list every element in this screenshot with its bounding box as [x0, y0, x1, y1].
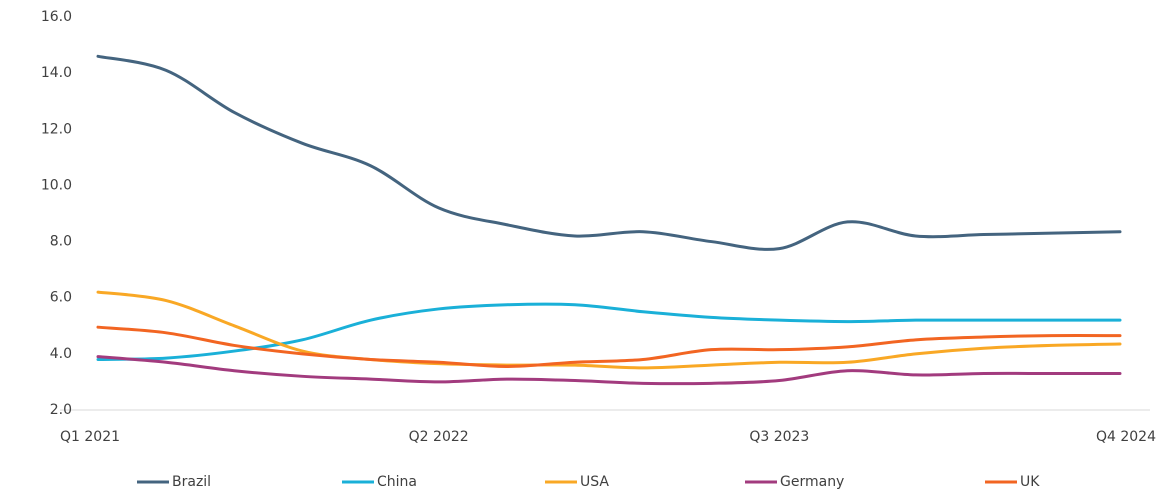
y-tick-label: 6.0 [50, 290, 72, 306]
legend-label: Brazil [172, 474, 211, 490]
y-tick-label: 4.0 [50, 346, 72, 362]
legend-label: UK [1020, 474, 1040, 490]
y-tick-label: 2.0 [50, 402, 72, 418]
series-line [96, 325, 1122, 368]
y-tick-label: 8.0 [50, 234, 72, 250]
y-tick-label: 16.0 [41, 9, 72, 25]
legend-label: China [377, 474, 417, 490]
series-line [96, 290, 1122, 370]
y-tick-label: 14.0 [41, 65, 72, 81]
x-tick-label: Q1 2021 [60, 429, 120, 445]
legend-label: Germany [780, 474, 844, 490]
y-tick-label: 10.0 [41, 177, 72, 193]
x-tick-label: Q3 2023 [749, 429, 809, 445]
legend-label: USA [580, 474, 609, 490]
series-line [96, 355, 1122, 386]
x-tick-label: Q2 2022 [409, 429, 469, 445]
y-tick-label: 12.0 [41, 121, 72, 137]
x-tick-label: Q4 2024 [1096, 429, 1156, 445]
series-line [96, 54, 1122, 251]
series-line [96, 302, 1122, 361]
